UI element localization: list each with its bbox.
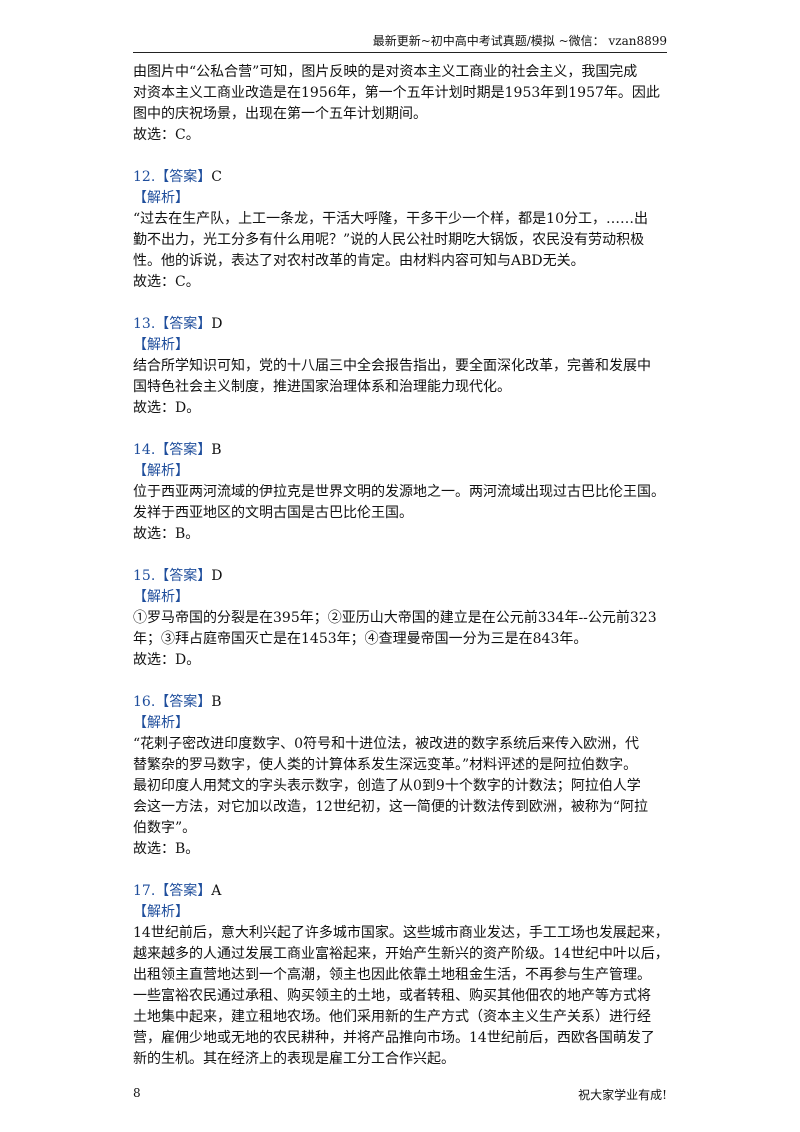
- footer-text: 祝大家学业有成!: [578, 1088, 667, 1102]
- answer-line: 16.【答案】B: [133, 692, 673, 713]
- question: 16.【答案】B 【解析】 “花剌子密改进印度数字、0符号和十进位法，被改进的数字系…: [133, 692, 673, 860]
- conclusion: 故选：C。: [133, 127, 200, 143]
- text-line: 越来越多的人通过发展工商业富裕起来，开始产生新兴的资产阶级。14世纪中叶以后，: [133, 946, 669, 962]
- answer-line: 17.【答案】A: [133, 881, 673, 902]
- text-line: 会这一方法，对它加以改造，12世纪初，这一简便的计数法传到欧洲，被称为“阿拉: [133, 799, 648, 815]
- question: 14.【答案】B 【解析】位于西亚两河流域的伊拉克是世界文明的发源地之一。两河流域…: [133, 440, 673, 545]
- text-line: 位于西亚两河流域的伊拉克是世界文明的发源地之一。两河流域出现过古巴比伦王国。: [133, 484, 665, 500]
- text-line: 国特色社会主义制度，推进国家治理体系和治理能力现代化。: [133, 379, 511, 395]
- question-number: 12.: [133, 169, 156, 185]
- analysis-label: 【解析】: [133, 337, 189, 353]
- page-number: 8: [133, 1086, 141, 1100]
- answer-label: 【答案】: [155, 694, 212, 710]
- question-number: 14.: [133, 442, 156, 458]
- question-number: 17.: [133, 883, 156, 899]
- question-number: 16.: [133, 694, 156, 710]
- answer-line: 15.【答案】D: [133, 566, 673, 587]
- question: 13.【答案】D 【解析】结合所学知识可知，党的十八届三中全会报告指出，要全面深化…: [133, 314, 673, 419]
- text-line: 出租领主直营地达到一个高潮，领主也因此依靠土地租金生活，不再参与生产管理。: [133, 967, 651, 983]
- text-line: 营，雇佣少地或无地的农民耕种，并将产品推向市场。14世纪前后，西欧各国萌发了: [133, 1030, 655, 1046]
- text-line: 14世纪前后，意大利兴起了许多城市国家。这些城市商业发达，手工工场也发展起来，: [133, 925, 669, 941]
- text-line: 伯数字”。: [133, 820, 197, 836]
- question-number: 15.: [133, 568, 156, 584]
- question: 12.【答案】C 【解析】 “过去在生产队，上工一条龙，干活大呼隆，干多干少一个样，…: [133, 167, 673, 293]
- analysis-label: 【解析】: [133, 190, 189, 206]
- conclusion: 故选：D。: [133, 652, 201, 668]
- text-line: 年；③拜占庭帝国灭亡是在1453年；④查理曼帝国一分为三是在843年。: [133, 631, 588, 647]
- answer: C: [211, 169, 222, 185]
- text-line: 勤不出力，光工分多有什么用呢？”说的人民公社时期吃大锅饭，农民没有劳动积极: [133, 232, 645, 248]
- answer: B: [211, 694, 222, 710]
- text-line: 替繁杂的罗马数字，使人类的计算体系发生深远变革。”材料评述的是阿拉伯数字。: [133, 757, 638, 773]
- text-line: 结合所学知识可知，党的十八届三中全会报告指出，要全面深化改革，完善和发展中: [133, 358, 651, 374]
- question-number: 13.: [133, 316, 156, 332]
- answer-label: 【答案】: [155, 169, 212, 185]
- answer-line: 12.【答案】C: [133, 167, 673, 188]
- answer-label: 【答案】: [155, 316, 212, 332]
- content: 由图片中“公私合营”可知，图片反映的是对资本主义工商业的社会主义，我国完成对资本…: [133, 62, 673, 1070]
- conclusion: 故选：D。: [133, 400, 201, 416]
- question: 15.【答案】D 【解析】 ①罗马帝国的分裂是在395年；②亚历山大帝国的建立是在公…: [133, 566, 673, 671]
- text-line: 性。他的诉说，表达了对农村改革的肯定。由材料内容可知与ABD无关。: [133, 253, 585, 269]
- answer-line: 13.【答案】D: [133, 314, 673, 335]
- analysis-label: 【解析】: [133, 463, 189, 479]
- text-line: ①罗马帝国的分裂是在395年；②亚历山大帝国的建立是在公元前334年--公元前3…: [133, 610, 657, 626]
- answer-line: 14.【答案】B: [133, 440, 673, 461]
- text-line: 一些富裕农民通过承租、购买领主的土地，或者转租、购买其他佃农的地产等方式将: [133, 988, 651, 1004]
- answer: D: [211, 316, 223, 332]
- text-line: 对资本主义工商业改造是在1956年，第一个五年计划时期是1953年到1957年。…: [133, 85, 660, 101]
- text-line: 最初印度人用梵文的字头表示数字，创造了从0到9十个数字的计数法；阿拉伯人学: [133, 778, 641, 794]
- answer: D: [211, 568, 223, 584]
- page-header: 最新更新~初中高中考试真题/模拟 ~微信： vzan8899: [133, 32, 667, 53]
- answer-label: 【答案】: [155, 883, 212, 899]
- conclusion: 故选：C。: [133, 274, 200, 290]
- question: 17.【答案】A 【解析】 14世纪前后，意大利兴起了许多城市国家。这些城市商业发达…: [133, 881, 673, 1070]
- text-line: 新的生机。其在经济上的表现是雇工分工合作兴起。: [133, 1051, 455, 1067]
- analysis-label: 【解析】: [133, 904, 189, 920]
- text-line: 由图片中“公私合营”可知，图片反映的是对资本主义工商业的社会主义，我国完成: [133, 64, 638, 80]
- analysis-label: 【解析】: [133, 589, 189, 605]
- text-line: “过去在生产队，上工一条龙，干活大呼隆，干多干少一个样，都是10分工，……出: [133, 211, 648, 227]
- text-line: 发祥于西亚地区的文明古国是古巴比伦王国。: [133, 505, 413, 521]
- answer: B: [211, 442, 222, 458]
- conclusion: 故选：B。: [133, 526, 200, 542]
- analysis-label: 【解析】: [133, 715, 189, 731]
- intro: 由图片中“公私合营”可知，图片反映的是对资本主义工商业的社会主义，我国完成对资本…: [133, 62, 673, 146]
- text-line: 图中的庆祝场景，出现在第一个五年计划期间。: [133, 106, 427, 122]
- conclusion: 故选：B。: [133, 841, 200, 857]
- answer-label: 【答案】: [155, 568, 212, 584]
- answer-label: 【答案】: [155, 442, 212, 458]
- text-line: 土地集中起来，建立租地农场。他们采用新的生产方式（资本主义生产关系）进行经: [133, 1009, 651, 1025]
- text-line: “花剌子密改进印度数字、0符号和十进位法，被改进的数字系统后来传入欧洲，代: [133, 736, 640, 752]
- answer: A: [211, 883, 222, 899]
